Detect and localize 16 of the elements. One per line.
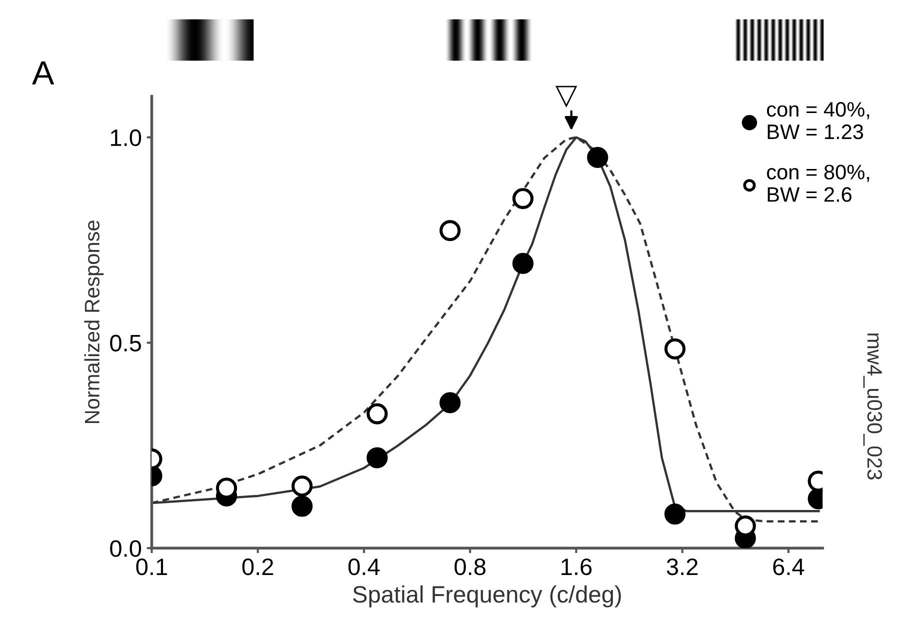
text: A — [32, 61, 54, 84]
x-tick-label: 6.4 — [773, 558, 804, 576]
legend-label: con = 40%, BW = 1.23 — [767, 102, 870, 140]
x-tick-label: 0.1 — [136, 558, 167, 576]
x-tick-label: 1.6 — [562, 558, 592, 576]
y-tick-label: 1.0 — [110, 129, 142, 146]
x-tick-label: 0.4 — [348, 558, 380, 576]
text: mw4_u030_023 — [863, 334, 882, 480]
y-tick-label: 0.5 — [110, 334, 142, 352]
y-axis-title: Normalized Response — [84, 220, 104, 423]
x-tick-label: 0.8 — [454, 558, 486, 576]
x-tick-label: 0.2 — [242, 558, 274, 576]
x-axis-title: Spatial Frequency (c/deg) — [353, 585, 621, 608]
x-tick-label: 3.2 — [666, 558, 698, 576]
y-tick-label: 0.0 — [110, 540, 142, 557]
legend-label: con = 80%, BW = 2.6 — [767, 164, 870, 202]
